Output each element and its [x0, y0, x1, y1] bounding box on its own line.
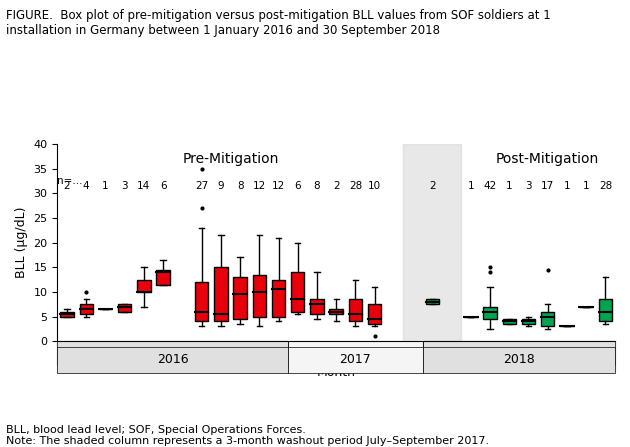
Text: 4: 4 — [83, 181, 89, 191]
Text: 2: 2 — [333, 181, 340, 191]
X-axis label: Month: Month — [317, 367, 356, 380]
Text: FIGURE.  Box plot of pre-mitigation versus post-mitigation BLL values from SOF s: FIGURE. Box plot of pre-mitigation versu… — [6, 9, 551, 37]
Text: 14: 14 — [137, 181, 151, 191]
FancyBboxPatch shape — [483, 307, 496, 319]
Bar — [288, 341, 423, 365]
Text: 28: 28 — [349, 181, 362, 191]
Text: 2017: 2017 — [340, 363, 371, 376]
FancyBboxPatch shape — [195, 282, 209, 321]
Text: n=...: n=... — [57, 176, 83, 186]
FancyBboxPatch shape — [57, 347, 288, 373]
FancyBboxPatch shape — [522, 319, 536, 324]
Text: Pre-Mitigation: Pre-Mitigation — [182, 152, 278, 166]
Text: 1: 1 — [102, 181, 109, 191]
Bar — [403, 144, 461, 341]
Text: 6: 6 — [160, 181, 166, 191]
Text: 2: 2 — [64, 181, 71, 191]
Text: 1: 1 — [467, 181, 474, 191]
FancyBboxPatch shape — [423, 347, 615, 373]
FancyBboxPatch shape — [272, 280, 285, 316]
Text: 28: 28 — [598, 181, 612, 191]
Text: 10: 10 — [368, 181, 381, 191]
FancyBboxPatch shape — [156, 270, 170, 285]
FancyBboxPatch shape — [368, 304, 381, 324]
FancyBboxPatch shape — [503, 319, 516, 324]
Text: 27: 27 — [195, 181, 209, 191]
Text: 2018: 2018 — [503, 354, 535, 367]
FancyBboxPatch shape — [137, 280, 151, 292]
FancyBboxPatch shape — [348, 299, 362, 321]
Text: 9: 9 — [217, 181, 224, 191]
FancyBboxPatch shape — [60, 312, 74, 316]
Text: 1: 1 — [564, 181, 570, 191]
Text: 2: 2 — [429, 181, 436, 191]
FancyBboxPatch shape — [310, 299, 324, 314]
Text: Post-Mitigation: Post-Mitigation — [496, 152, 599, 166]
Text: Note: The shaded column represents a 3-month washout period July–September 2017.: Note: The shaded column represents a 3-m… — [6, 436, 490, 446]
Text: 12: 12 — [272, 181, 285, 191]
FancyBboxPatch shape — [233, 277, 247, 319]
Y-axis label: BLL (μg/dL): BLL (μg/dL) — [15, 207, 28, 278]
FancyBboxPatch shape — [329, 309, 343, 314]
Text: 2017: 2017 — [340, 354, 371, 367]
Text: 8: 8 — [314, 181, 320, 191]
Bar — [423, 341, 615, 365]
Text: 6: 6 — [294, 181, 301, 191]
Text: 8: 8 — [237, 181, 243, 191]
Bar — [288, 341, 423, 371]
Text: 2016: 2016 — [157, 363, 188, 376]
FancyBboxPatch shape — [291, 272, 304, 312]
Bar — [57, 341, 288, 371]
FancyBboxPatch shape — [214, 267, 227, 321]
Text: 1: 1 — [583, 181, 590, 191]
Bar — [57, 341, 288, 365]
Text: 3: 3 — [525, 181, 532, 191]
FancyBboxPatch shape — [253, 274, 266, 316]
Text: 1: 1 — [506, 181, 513, 191]
Text: 3: 3 — [122, 181, 128, 191]
FancyBboxPatch shape — [598, 299, 612, 321]
FancyBboxPatch shape — [541, 312, 554, 326]
FancyBboxPatch shape — [79, 304, 93, 314]
Text: 2018: 2018 — [503, 363, 535, 376]
Text: 42: 42 — [483, 181, 496, 191]
Text: 2016: 2016 — [157, 354, 188, 367]
Text: 17: 17 — [541, 181, 554, 191]
Text: 12: 12 — [253, 181, 266, 191]
Bar — [423, 341, 615, 371]
FancyBboxPatch shape — [426, 299, 439, 304]
Text: BLL, blood lead level; SOF, Special Operations Forces.: BLL, blood lead level; SOF, Special Oper… — [6, 425, 306, 434]
FancyBboxPatch shape — [288, 347, 423, 373]
FancyBboxPatch shape — [118, 304, 132, 312]
